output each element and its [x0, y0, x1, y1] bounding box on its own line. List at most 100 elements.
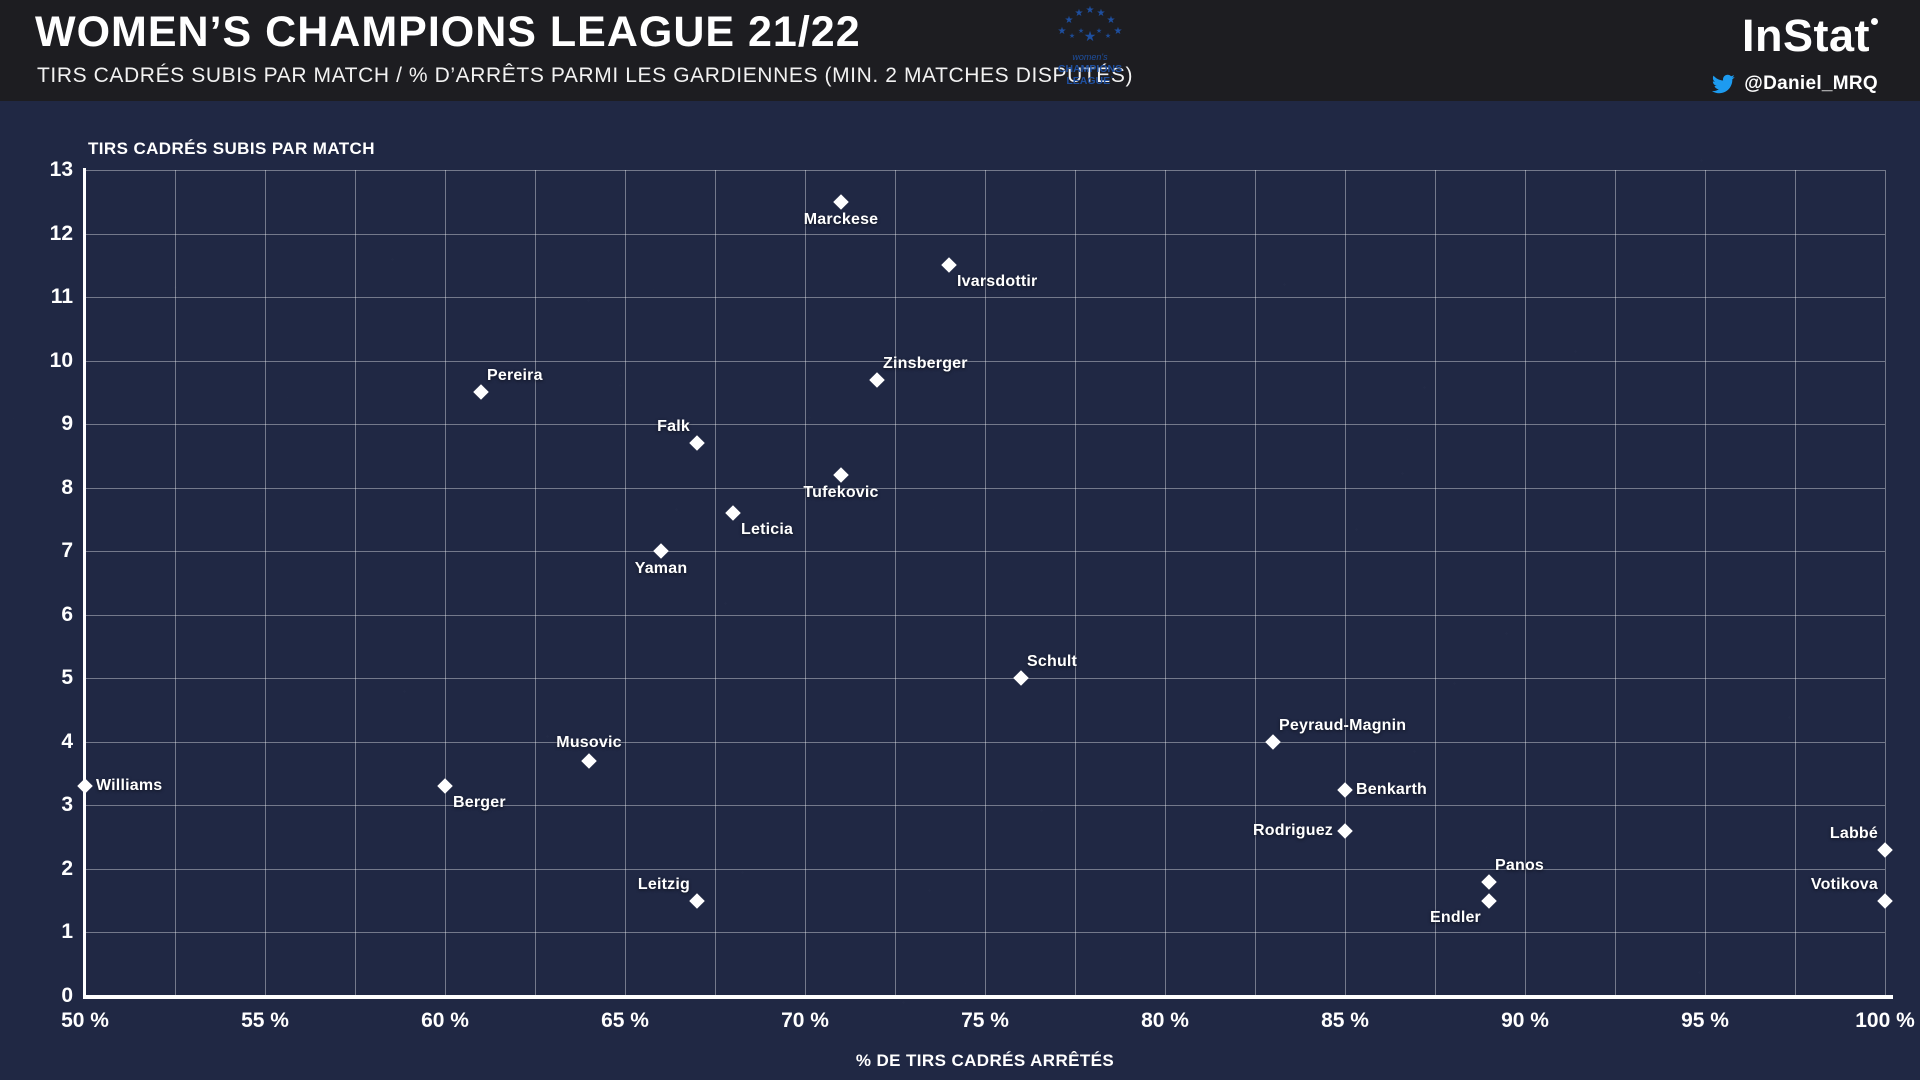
- svg-text:★: ★: [1065, 15, 1074, 26]
- x-tick-label: 65 %: [601, 1009, 649, 1032]
- diamond-marker: [1481, 892, 1497, 909]
- horizontal-gridline: [85, 424, 1885, 426]
- horizontal-gridline: [85, 487, 1885, 489]
- horizontal-gridline: [85, 741, 1885, 743]
- svg-text:★: ★: [1096, 27, 1102, 35]
- instat-logo: InStat: [1741, 10, 1870, 61]
- point-label: Musovic: [556, 733, 622, 751]
- y-axis-title: TIRS CADRÉS SUBIS PAR MATCH: [88, 139, 375, 158]
- horizontal-gridline: [85, 233, 1885, 235]
- page-subtitle: TIRS CADRÉS SUBIS PAR MATCH / % D’ARRÊTS…: [37, 64, 1134, 87]
- svg-text:★: ★: [1114, 26, 1123, 37]
- x-axis-title: % DE TIRS CADRÉS ARRÊTÉS: [855, 1051, 1115, 1070]
- point-label: Marckese: [803, 210, 879, 228]
- diamond-marker: [437, 778, 453, 795]
- vertical-gridline: [1705, 170, 1706, 996]
- svg-text:women's: women's: [1072, 52, 1108, 62]
- x-tick-label: 95 %: [1681, 1009, 1729, 1032]
- diamond-marker: [581, 753, 597, 769]
- y-tick-label: 5: [61, 666, 73, 690]
- vertical-gridline: [265, 170, 266, 996]
- point-label: Panos: [1495, 856, 1545, 874]
- diamond-marker: [1013, 670, 1029, 687]
- diamond-marker: [1481, 873, 1497, 890]
- point-label: Yaman: [634, 560, 688, 578]
- point-label: Peyraud-Magnin: [1279, 716, 1407, 734]
- instat-logo-dot: [1871, 18, 1878, 25]
- horizontal-gridline: [85, 678, 1885, 680]
- x-tick-label: 80 %: [1141, 1009, 1189, 1032]
- svg-text:★: ★: [1084, 28, 1097, 44]
- point-label: Leticia: [741, 521, 794, 539]
- x-tick-label: 60 %: [421, 1009, 469, 1032]
- y-tick-label: 1: [61, 920, 73, 944]
- vertical-gridline: [805, 170, 806, 996]
- diamond-marker: [653, 543, 669, 559]
- svg-text:★: ★: [1069, 32, 1075, 40]
- vertical-gridline: [1255, 170, 1256, 996]
- y-tick-label: 6: [61, 602, 73, 626]
- vertical-gridline: [1885, 170, 1886, 996]
- y-tick-label: 2: [61, 856, 73, 880]
- x-tick-label: 55 %: [241, 1009, 289, 1032]
- point-label: Rodriguez: [1252, 821, 1333, 839]
- point-label: Zinsberger: [883, 354, 968, 372]
- vertical-gridline: [895, 170, 896, 996]
- y-axis-line: [83, 168, 86, 998]
- vertical-gridline: [445, 170, 446, 996]
- diamond-marker: [1877, 842, 1893, 858]
- vertical-gridline: [1075, 170, 1076, 996]
- diamond-marker: [1877, 892, 1893, 909]
- x-tick-label: 75 %: [961, 1009, 1009, 1032]
- horizontal-gridline: [85, 932, 1885, 934]
- y-tick-label: 3: [61, 793, 73, 817]
- horizontal-gridline: [85, 805, 1885, 807]
- diamond-marker: [941, 257, 957, 274]
- vertical-gridline: [355, 170, 356, 996]
- point-label: Schult: [1027, 653, 1078, 671]
- diamond-marker: [1337, 781, 1353, 798]
- diamond-marker: [869, 371, 885, 388]
- svg-text:★: ★: [1058, 26, 1067, 37]
- horizontal-gridline: [85, 551, 1885, 553]
- diamond-marker: [833, 193, 849, 210]
- y-tick-label: 12: [49, 221, 73, 245]
- y-tick-label: 8: [61, 475, 73, 499]
- svg-text:★: ★: [1105, 32, 1111, 40]
- vertical-gridline: [1435, 170, 1436, 996]
- diamond-marker: [473, 384, 489, 401]
- vertical-gridline: [1615, 170, 1616, 996]
- twitter-handle: @Daniel_MRQ: [1744, 73, 1878, 94]
- scatter-chart: TIRS CADRÉS SUBIS PAR MATCH Marckese Ivar…: [0, 101, 1920, 1080]
- diamond-marker: [1265, 734, 1281, 750]
- vertical-gridline: [985, 170, 986, 996]
- svg-text:★: ★: [1097, 8, 1106, 19]
- svg-text:CHAMPIONS: CHAMPIONS: [1058, 63, 1122, 75]
- y-tick-label: 0: [61, 984, 73, 1007]
- diamond-marker: [1337, 823, 1353, 839]
- vertical-gridline: [625, 170, 626, 996]
- x-tick-label: 85 %: [1321, 1009, 1369, 1032]
- y-tick-label: 13: [49, 158, 73, 181]
- y-tick-label: 11: [50, 285, 73, 309]
- horizontal-gridline: [85, 868, 1885, 870]
- vertical-gridline: [1795, 170, 1796, 996]
- svg-text:★: ★: [1107, 15, 1116, 26]
- vertical-gridline: [175, 170, 176, 996]
- vertical-gridline: [535, 170, 536, 996]
- x-tick-label: 100 %: [1855, 1009, 1915, 1032]
- diamond-marker: [689, 892, 705, 909]
- twitter-bird-icon: [1712, 74, 1735, 94]
- point-label: Endler: [1430, 908, 1481, 926]
- x-tick-label: 70 %: [781, 1009, 829, 1032]
- header-bar: WOMEN’S CHAMPIONS LEAGUE 21/22 TIRS CADR…: [0, 0, 1920, 101]
- x-axis-line: [83, 995, 1893, 999]
- diamond-marker: [77, 778, 93, 795]
- horizontal-gridline: [85, 297, 1885, 299]
- y-tick-label: 7: [61, 539, 73, 563]
- vertical-gridline: [1525, 170, 1526, 996]
- vertical-gridline: [1345, 170, 1346, 996]
- point-label: Berger: [453, 794, 506, 812]
- diamond-marker: [833, 467, 849, 483]
- x-tick-label: 50 %: [61, 1009, 109, 1032]
